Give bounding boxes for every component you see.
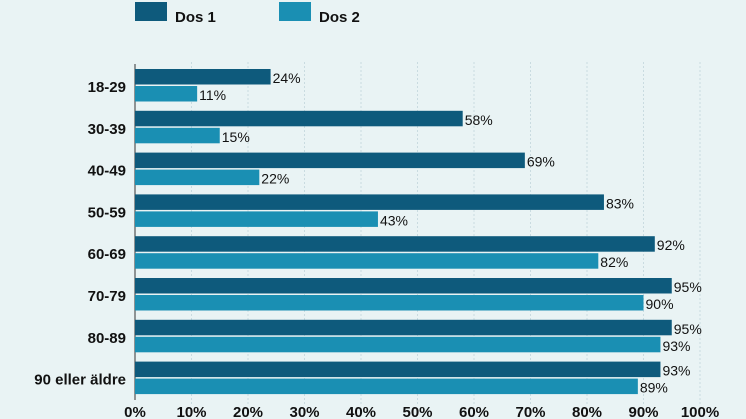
- x-tick-label: 60%: [459, 404, 489, 419]
- x-tick-label: 100%: [681, 404, 719, 419]
- bar-dos2: [135, 127, 220, 144]
- bar-dos1: [135, 69, 271, 85]
- category-label: 60-69: [88, 246, 126, 263]
- category-label: 50-59: [88, 204, 126, 221]
- category-label: 18-29: [88, 79, 126, 96]
- bar-dos1: [135, 319, 672, 336]
- data-label: 15%: [222, 129, 250, 145]
- data-label: 22%: [261, 171, 289, 187]
- x-tick-label: 70%: [515, 404, 545, 419]
- bar-dos2: [135, 336, 661, 353]
- data-label: 43%: [380, 212, 408, 228]
- category-label: 90 eller äldre: [34, 372, 126, 389]
- x-tick-label: 80%: [572, 404, 602, 419]
- data-label: 93%: [662, 338, 690, 354]
- legend-label-1: Dos 1: [175, 9, 216, 26]
- category-label: 40-49: [88, 163, 126, 180]
- bar-dos2: [135, 86, 198, 102]
- data-label: 95%: [674, 321, 702, 337]
- bar-dos2: [135, 378, 638, 395]
- legend-swatch-2: [279, 2, 311, 21]
- data-label: 83%: [606, 195, 634, 211]
- bar-dos1: [135, 194, 604, 210]
- x-tick-label: 50%: [402, 404, 432, 419]
- category-label: 80-89: [88, 330, 126, 347]
- bar-dos2: [135, 211, 378, 227]
- category-label: 30-39: [88, 121, 126, 138]
- x-tick-label: 40%: [346, 404, 376, 419]
- x-tick-label: 0%: [124, 404, 146, 419]
- data-label: 92%: [657, 237, 685, 253]
- data-label: 89%: [640, 380, 668, 396]
- bar-dos2: [135, 253, 599, 269]
- bar-dos1: [135, 110, 463, 127]
- category-label: 70-79: [88, 288, 126, 305]
- x-axis-ticks: 0% 10% 20% 30% 40% 50% 60% 70% 80% 90% 100%: [124, 404, 719, 419]
- bar-dos2: [135, 295, 644, 311]
- data-label: 58%: [465, 112, 493, 128]
- x-tick-label: 20%: [233, 404, 263, 419]
- legend-swatch-1: [135, 2, 167, 21]
- x-tick-label: 10%: [176, 404, 206, 419]
- data-label: 11%: [199, 87, 226, 103]
- legend-label-2: Dos 2: [319, 9, 360, 26]
- x-tick-label: 90%: [628, 404, 658, 419]
- bars: 24%11%58%15%69%22%83%43%92%82%95%90%95%9…: [135, 69, 702, 396]
- data-label: 90%: [646, 296, 674, 312]
- category-labels: 18-29 30-39 40-49 50-59 60-69 70-79 80-89 90 el…: [34, 79, 126, 389]
- data-label: 24%: [273, 70, 301, 86]
- data-label: 82%: [600, 254, 628, 270]
- bar-dos1: [135, 361, 661, 378]
- bar-dos1: [135, 152, 525, 169]
- legend: Dos 1 Dos 2: [135, 2, 360, 26]
- bar-dos1: [135, 236, 655, 252]
- bar-dos1: [135, 278, 672, 294]
- data-label: 93%: [662, 363, 690, 379]
- bar-dos2: [135, 169, 260, 186]
- data-label: 95%: [674, 279, 702, 295]
- data-label: 69%: [527, 154, 555, 170]
- x-tick-label: 30%: [289, 404, 319, 419]
